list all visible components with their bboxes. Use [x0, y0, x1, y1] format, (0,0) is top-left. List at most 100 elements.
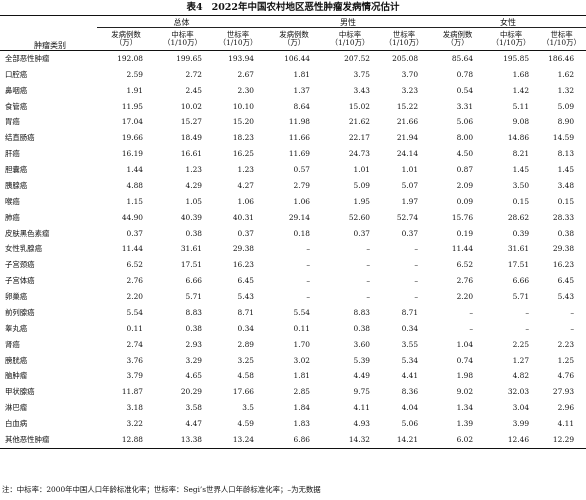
value-cell-total-cn-std-rate: 15.27	[180, 117, 202, 127]
subheader-female-world-std-rate: 世标率 （1/10万）	[537, 28, 586, 51]
value-cell-total-world-std-rate: 15.20	[232, 117, 255, 127]
table-row: 脑肿瘤 3.79 4.65 4.58 1.81 4.49 4.41 1.98 4.82 4.76	[0, 369, 586, 385]
value-cell-male-world-std-rate: 14.21	[378, 432, 431, 449]
value-cell-male-cases: 1.37	[293, 85, 311, 95]
value-cell-male-cn-std-rate: 3.60	[353, 339, 371, 349]
value-cell-female-cn-std-rate: 2.25	[512, 339, 530, 349]
value-cell-total-cn-std-rate: 3.58	[185, 403, 202, 413]
value-cell-male-cases: –	[306, 260, 311, 270]
value-cell-female-cases: 5.06	[456, 117, 474, 127]
value-cell-female-cases: 0.54	[456, 85, 474, 95]
value-cell-female-cases: 0.09	[456, 196, 474, 206]
tumor-type-cell: 鼻咽癌	[5, 85, 28, 95]
value-cell-total-cn-std-rate: 2.45	[185, 85, 202, 95]
value-cell-total-cn-std-rate: 17.51	[180, 260, 202, 270]
value-cell-female-cn-std-rate: 8.21	[512, 149, 530, 159]
value-cell-female-cases: 1.98	[456, 371, 474, 381]
value-cell-total-cases: 44.90	[121, 212, 143, 222]
value-cell-male-cases: 0.18	[293, 228, 311, 238]
value-cell-total-cases: 3.22	[126, 419, 143, 429]
value-cell-male-cn-std-rate: 4.11	[353, 403, 371, 413]
value-cell-male-cn-std-rate: 0.37	[353, 228, 371, 238]
tumor-type-cell: 肺癌	[5, 212, 20, 222]
tumor-type-cell: 皮肤黑色素瘤	[5, 228, 50, 238]
subheader-line2: （万）	[114, 38, 138, 47]
value-cell-female-cn-std-rate: 1.42	[512, 85, 530, 95]
value-cell-total-cases: 3.18	[126, 403, 143, 413]
value-cell-male-cn-std-rate: 4.49	[353, 371, 371, 381]
value-cell-female-cases: 2.20	[456, 292, 474, 302]
subheader-total-cn-std-rate: 中标率 （1/10万）	[155, 28, 210, 51]
table-body: 全部恶性肿瘤 192.08 199.65 193.94 106.44 207.52 205.…	[0, 51, 586, 449]
table-row: 子宫体癌 2.76 6.66 6.45 – – – 2.76 6.66 6.45	[0, 273, 586, 289]
value-cell-female-world-std-rate: 28.33	[552, 212, 575, 222]
value-cell-total-cases: 1.91	[126, 85, 143, 95]
value-cell-female-world-std-rate: 8.13	[557, 149, 575, 159]
value-cell-male-world-std-rate: –	[414, 292, 419, 302]
value-cell-male-world-std-rate: 21.94	[396, 133, 419, 143]
sub-header-row: 发病例数 （万） 中标率 （1/10万） 世标率 （1/10万） 发病例数 （万） 中标率 （1/…	[0, 28, 586, 51]
value-cell-total-cases: 5.54	[126, 307, 143, 317]
value-cell-female-cases: 6.52	[456, 260, 474, 270]
value-cell-total-world-std-rate: 16.25	[232, 149, 255, 159]
value-cell-male-cases: 2.85	[293, 387, 311, 397]
value-cell-female-world-std-rate: 6.45	[557, 276, 575, 286]
value-cell-male-world-std-rate: 205.08	[392, 53, 419, 63]
subheader-line2: （万）	[446, 38, 469, 47]
value-cell-male-cn-std-rate: 9.75	[353, 387, 371, 397]
value-cell-female-world-std-rate: 5.09	[557, 101, 575, 111]
value-cell-female-world-std-rate: 0.15	[557, 196, 575, 206]
table-title: 2022年中国农村地区恶性肿瘤发病情况估计	[211, 2, 400, 13]
tumor-type-cell: 胃癌	[5, 117, 20, 127]
value-cell-total-cn-std-rate: 0.38	[185, 228, 202, 238]
value-cell-male-cases: 0.57	[293, 165, 311, 175]
value-cell-total-cn-std-rate: 8.83	[185, 307, 202, 317]
subheader-line1: 发病例数	[279, 29, 309, 39]
value-cell-male-cases: 5.54	[293, 307, 311, 317]
value-cell-male-cn-std-rate: –	[366, 276, 371, 286]
tumor-type-cell: 子宫体癌	[5, 276, 35, 286]
table-row: 肾癌 2.74 2.93 2.89 1.70 3.60 3.55 1.04 2.25 2.23	[0, 337, 586, 353]
value-cell-female-world-std-rate: 29.38	[552, 244, 575, 254]
value-cell-total-cn-std-rate: 4.65	[185, 371, 202, 381]
value-cell-total-world-std-rate: 2.30	[237, 85, 255, 95]
value-cell-female-cases: 4.50	[456, 149, 474, 159]
value-cell-female-cn-std-rate: 0.39	[512, 228, 530, 238]
tumor-type-cell: 胰腺癌	[5, 180, 28, 190]
value-cell-male-cases: 3.02	[293, 355, 311, 365]
value-cell-female-cases: 6.02	[430, 432, 486, 449]
subheader-line2: （1/10万）	[542, 38, 581, 47]
value-cell-female-world-std-rate: 8.90	[557, 117, 575, 127]
value-cell-female-world-std-rate: 14.59	[552, 133, 575, 143]
value-cell-female-cases: 0.87	[456, 165, 474, 175]
value-cell-female-cn-std-rate: 1.27	[512, 355, 530, 365]
value-cell-female-cases: 15.76	[451, 212, 474, 222]
value-cell-male-world-std-rate: 5.34	[401, 355, 419, 365]
table-caption: 表4 2022年中国农村地区恶性肿瘤发病情况估计	[0, 2, 586, 14]
value-cell-female-world-std-rate: 1.45	[557, 165, 575, 175]
subheader-female-cases: 发病例数 （万）	[430, 28, 485, 51]
value-cell-total-cases: 1.15	[126, 196, 143, 206]
value-cell-total-cn-std-rate: 13.38	[155, 432, 210, 449]
value-cell-total-cases: 2.76	[126, 276, 143, 286]
tumor-type-cell: 前列腺癌	[5, 307, 35, 317]
value-cell-total-world-std-rate: 4.58	[237, 371, 255, 381]
value-cell-female-cases: 9.02	[456, 387, 474, 397]
value-cell-male-cases: –	[306, 244, 311, 254]
table-row: 女性乳腺癌 11.44 31.61 29.38 – – – 11.44 31.61 29.38	[0, 242, 586, 258]
subheader-line1: 中标率	[171, 29, 194, 39]
subheader-line2: （1/10万）	[218, 38, 258, 47]
value-cell-male-world-std-rate: 3.70	[401, 69, 419, 79]
value-cell-female-cases: 0.74	[456, 355, 474, 365]
table-row: 结直肠癌 19.66 18.49 18.23 11.66 22.17 21.94 8.00 14…	[0, 130, 586, 146]
tumor-type-cell: 食管癌	[5, 101, 28, 111]
value-cell-female-cases: 1.04	[456, 339, 474, 349]
value-cell-total-world-std-rate: 5.43	[237, 292, 255, 302]
table-row: 子宫颈癌 6.52 17.51 16.23 – – – 6.52 17.51 16.23	[0, 257, 586, 273]
value-cell-male-cases: 8.64	[293, 101, 311, 111]
value-cell-female-cases: 11.44	[451, 244, 474, 254]
value-cell-male-cases: 11.98	[288, 117, 311, 127]
value-cell-male-world-std-rate: 4.04	[401, 403, 419, 413]
table-row: 甲状腺癌 11.87 20.29 17.66 2.85 9.75 8.36 9.02 32.03…	[0, 384, 586, 400]
value-cell-male-cn-std-rate: –	[366, 260, 371, 270]
